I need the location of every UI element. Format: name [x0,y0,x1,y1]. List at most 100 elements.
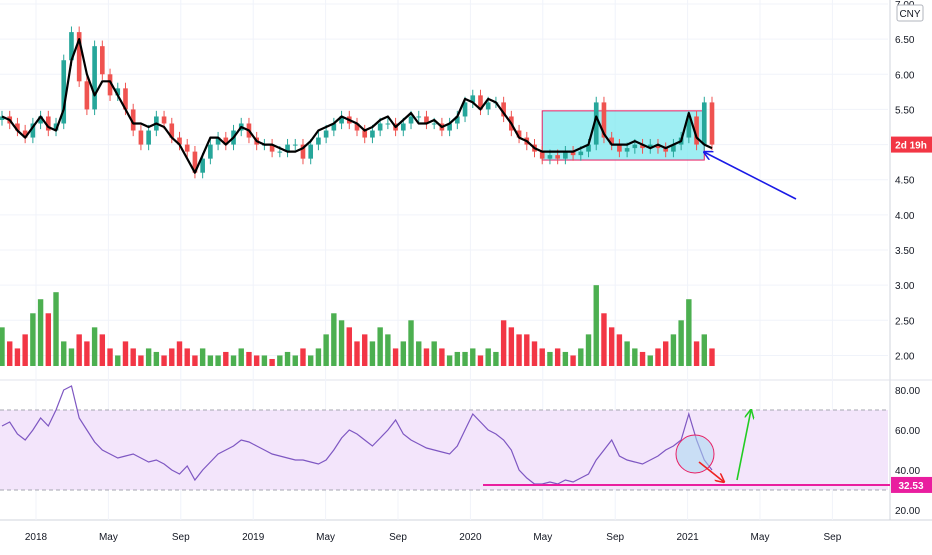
candle-body [694,116,699,145]
price-tick-label: 6.50 [895,35,915,46]
candle-body [277,151,283,153]
volume-bar [508,327,515,366]
candle-body [609,137,614,145]
rsi-band [0,409,888,491]
volume-bar [678,320,684,366]
blue-pointer-arrow [704,152,797,200]
countdown-badge: 2d 19h [891,136,932,153]
time-tick-label: May [751,532,770,543]
volume-bar [161,355,167,366]
volume-bar [37,299,44,366]
candle-body [632,144,638,149]
volume-bar [639,351,646,366]
volume-bar [346,327,352,366]
candle-body [570,151,576,156]
candle-body [76,32,82,82]
candle-body [593,102,599,145]
volume-bar [176,341,183,366]
candle-body [123,88,128,110]
candle-body [107,74,113,96]
price-tick-label: 2.00 [895,351,915,362]
candle-body [22,130,28,138]
volume-bar [30,313,36,366]
candle-body [485,102,491,110]
candle-body [285,144,290,152]
candle-body [69,32,74,61]
candle-body [601,102,607,138]
candle-body [177,137,182,145]
candle-body [323,130,329,138]
volume-bar [238,348,244,366]
volume-bar [500,320,507,366]
candle-body [200,158,205,173]
volume-bar [554,348,561,366]
rsi-tick-label: 20.00 [895,506,920,517]
volume-bar [662,341,669,366]
volume-bar [516,334,522,366]
candle-body [0,116,5,120]
price-tick-label: 2.50 [895,316,915,327]
candle-body [370,130,375,138]
rsi-highlight-circle [675,434,715,474]
volume-bar [246,351,252,366]
volume-bar [331,313,337,366]
price-candles [0,26,715,179]
candle-body [424,116,429,124]
volume-bar [354,341,360,366]
volume-bar [624,341,630,366]
candle-body [138,130,144,145]
rsi-band-fill [0,410,888,490]
candle-body [655,144,661,149]
candle-body [431,123,437,125]
candle-body [447,123,452,131]
candle-body [115,88,121,96]
volume-bar [99,334,106,366]
volume-bar [531,341,538,366]
rsi-line [1,385,713,485]
moving-average-layer [1,37,713,174]
volume-bar [199,348,206,366]
volume-bar [253,355,260,366]
red-down-arrow [698,461,724,482]
volume-bar [0,327,5,366]
volume-bar [45,313,52,366]
candle-body [671,144,676,152]
candle-body [146,130,151,145]
volume-bar [385,334,391,366]
volume-bar [153,351,160,366]
volume-bar [431,341,437,366]
candle-body [408,116,414,124]
volume-bar [91,327,98,366]
candle-body [686,116,692,138]
time-tick-label: May [533,532,552,543]
volume-bar [269,358,275,366]
volume-bar [223,351,229,366]
rsi-tick-label: 60.00 [895,426,920,437]
candle-body [316,137,321,145]
volume-bar [323,334,329,366]
price-tick-label: 3.50 [895,246,915,257]
time-tick-label: May [316,532,335,543]
candle-body [184,144,190,152]
volume-bar [578,348,584,366]
candle-body [624,148,630,152]
volume-bar [362,334,368,366]
candle-body [208,144,213,159]
volume-bar [300,348,306,366]
candle-body [478,95,483,110]
currency-badge[interactable]: CNY [896,4,924,22]
candle-body [292,144,298,146]
candle-body [30,123,36,138]
moving-average-line [1,37,713,174]
volume-bar [570,355,576,366]
candle-body [709,102,715,145]
time-tick-label: 2018 [25,532,48,543]
candle-body [578,151,584,156]
candle-body [470,95,476,103]
candle-body [45,116,51,131]
volume-bar [7,341,13,366]
volume-bar [655,348,661,366]
volume-bar [670,334,677,366]
